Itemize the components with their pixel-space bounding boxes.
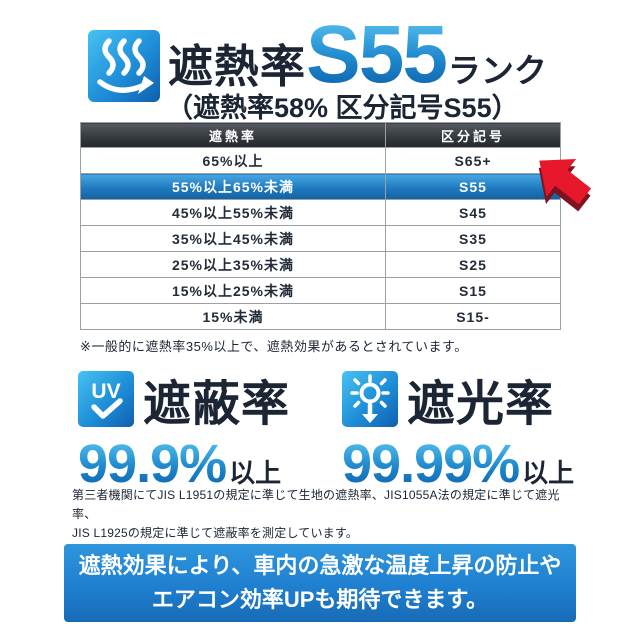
rating-table: 遮熱率 区分記号 65%以上 S65+ 55%以上65%未満 S55 45%以上… xyxy=(80,122,561,330)
red-arrow-icon xyxy=(518,132,598,216)
code-cell: S15- xyxy=(385,303,561,330)
banner-line1: 遮熱効果により、車内の急激な温度上昇の防止や xyxy=(78,552,562,578)
metric-suffix: 以上 xyxy=(522,458,575,488)
code-cell: S65+ xyxy=(385,147,561,174)
table-header-row: 遮熱率 区分記号 xyxy=(80,122,561,148)
heat-waves-glyph xyxy=(97,38,154,94)
metric-suffix: 以上 xyxy=(229,458,282,488)
metric-label: 遮蔽率 xyxy=(143,378,291,431)
banner-line2: エアコン効率UPも期待できます。 xyxy=(151,587,489,612)
range-cell: 55%以上65%未満 xyxy=(80,173,386,200)
range-cell: 15%未満 xyxy=(80,303,386,330)
metric-value-line: 99.99% 以上 xyxy=(342,436,610,493)
footnote-line2: JIS L1925の規定に準じて遮蔽率を測定しています。 xyxy=(72,526,359,541)
bottom-banner: 遮熱効果により、車内の急激な温度上昇の防止や エアコン効率UPも期待できます。 xyxy=(64,544,576,622)
heat-waves-icon xyxy=(88,30,160,102)
table-row: 45%以上55%未満 S45 xyxy=(80,199,561,226)
range-cell: 65%以上 xyxy=(80,147,386,174)
range-cell: 15%以上25%未満 xyxy=(80,277,386,304)
metric-value-line: 99.9% 以上 xyxy=(78,436,346,493)
metric-uv-block: UV 遮蔽率 99.9% 以上 xyxy=(78,364,346,493)
range-cell: 35%以上45%未満 xyxy=(80,225,386,252)
metric-value: 99.9% xyxy=(78,434,227,494)
code-cell: S45 xyxy=(385,199,561,226)
table-row: 35%以上45%未満 S35 xyxy=(80,225,561,252)
metric-value: 99.99% xyxy=(342,434,520,494)
code-cell: S55 xyxy=(385,173,561,200)
svg-text:UV: UV xyxy=(91,380,120,403)
metric-label: 遮光率 xyxy=(407,378,555,431)
table-row: 15%以上25%未満 S15 xyxy=(80,277,561,304)
column-header-code: 区分記号 xyxy=(385,122,561,148)
title-suffix: ランク xyxy=(447,52,547,89)
sun-icon xyxy=(342,371,398,427)
uv-shield-icon: UV xyxy=(78,371,134,427)
table-note: ※一般的に遮熱率35%以上で、遮熱効果があるとされています。 xyxy=(80,339,468,354)
range-cell: 45%以上55%未満 xyxy=(80,199,386,226)
code-cell: S15 xyxy=(385,277,561,304)
code-cell: S35 xyxy=(385,225,561,252)
footnote-line1: 第三者機関にてJIS L1951の規定に準じて生地の遮熱率、JIS1055A法の… xyxy=(72,488,560,522)
metric-light-block: 遮光率 99.99% 以上 xyxy=(342,364,610,493)
table-row: 25%以上35%未満 S25 xyxy=(80,251,561,278)
title-prefix: 遮熱率 xyxy=(168,41,307,92)
code-cell: S25 xyxy=(385,251,561,278)
table-row: 65%以上 S65+ xyxy=(80,147,561,174)
metric-light-head: 遮光率 xyxy=(342,364,610,434)
table-row: 15%未満 S15- xyxy=(80,303,561,330)
page-subtitle: （遮熱率58% 区分記号S55） xyxy=(166,93,519,123)
table-row-highlighted: 55%以上65%未満 S55 xyxy=(80,173,561,200)
range-cell: 25%以上35%未満 xyxy=(80,251,386,278)
column-header-rate: 遮熱率 xyxy=(80,122,386,148)
metric-uv-head: UV 遮蔽率 xyxy=(78,364,346,434)
measurement-footnote: 第三者機関にてJIS L1951の規定に準じて生地の遮熱率、JIS1055A法の… xyxy=(72,486,578,544)
title-rank: S55 xyxy=(306,9,448,100)
page-title: 遮熱率 S55 ランク xyxy=(168,14,547,96)
